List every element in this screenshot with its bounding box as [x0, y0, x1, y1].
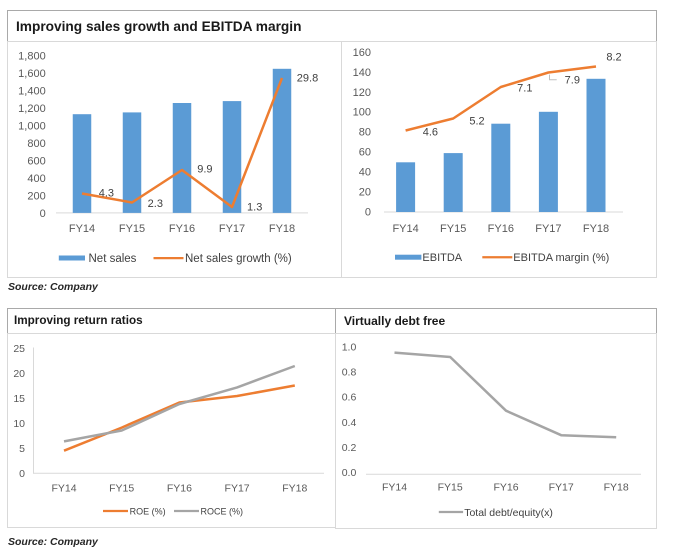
svg-text:FY17: FY17 — [219, 223, 245, 235]
svg-text:1,400: 1,400 — [18, 85, 46, 97]
svg-text:1.0: 1.0 — [342, 341, 357, 353]
svg-text:600: 600 — [27, 155, 45, 167]
svg-text:4.6: 4.6 — [423, 127, 438, 139]
svg-text:7.1: 7.1 — [517, 82, 532, 94]
svg-text:FY16: FY16 — [493, 482, 518, 494]
svg-text:FY14: FY14 — [392, 223, 418, 235]
svg-text:1,000: 1,000 — [18, 120, 46, 132]
svg-text:FY15: FY15 — [438, 482, 463, 494]
svg-text:1,600: 1,600 — [18, 68, 46, 80]
svg-text:Net sales growth (%): Net sales growth (%) — [185, 253, 292, 265]
svg-text:0.6: 0.6 — [342, 392, 357, 404]
svg-text:10: 10 — [13, 418, 25, 430]
svg-text:400: 400 — [27, 173, 45, 185]
svg-text:FY18: FY18 — [269, 223, 295, 235]
svg-text:8.2: 8.2 — [606, 52, 621, 64]
svg-text:Total debt/equity(x): Total debt/equity(x) — [464, 507, 553, 519]
svg-text:800: 800 — [27, 138, 45, 150]
svg-text:5: 5 — [19, 443, 25, 455]
svg-text:15: 15 — [13, 393, 25, 405]
svg-text:140: 140 — [353, 67, 371, 79]
svg-text:0: 0 — [19, 468, 25, 480]
svg-text:0.8: 0.8 — [342, 367, 357, 379]
svg-text:FY17: FY17 — [535, 223, 561, 235]
svg-text:80: 80 — [359, 127, 371, 139]
svg-text:FY15: FY15 — [119, 223, 145, 235]
svg-text:FY15: FY15 — [109, 482, 134, 494]
svg-text:5.2: 5.2 — [469, 116, 484, 128]
svg-text:FY16: FY16 — [488, 223, 514, 235]
svg-text:2.3: 2.3 — [148, 198, 163, 210]
svg-text:160: 160 — [353, 47, 371, 59]
svg-text:20: 20 — [13, 368, 25, 380]
svg-text:FY15: FY15 — [440, 223, 466, 235]
svg-text:60: 60 — [359, 147, 371, 159]
svg-text:Net sales: Net sales — [89, 253, 137, 265]
svg-text:20: 20 — [359, 187, 371, 199]
svg-text:EBITDA: EBITDA — [422, 252, 462, 264]
svg-text:7.9: 7.9 — [565, 74, 580, 86]
svg-text:FY17: FY17 — [549, 482, 574, 494]
svg-text:FY16: FY16 — [167, 482, 192, 494]
svg-text:29.8: 29.8 — [297, 73, 318, 85]
svg-text:FY14: FY14 — [51, 482, 76, 494]
svg-text:FY18: FY18 — [604, 482, 629, 494]
svg-text:0.0: 0.0 — [342, 467, 357, 479]
svg-text:0.4: 0.4 — [342, 417, 357, 429]
svg-text:200: 200 — [27, 190, 45, 202]
svg-text:FY14: FY14 — [69, 223, 95, 235]
svg-text:4.3: 4.3 — [99, 188, 114, 200]
svg-text:1,200: 1,200 — [18, 103, 46, 115]
svg-text:FY17: FY17 — [225, 482, 250, 494]
svg-text:25: 25 — [13, 343, 25, 355]
svg-text:ROCE (%): ROCE (%) — [201, 506, 244, 516]
svg-text:EBITDA margin (%): EBITDA margin (%) — [513, 252, 609, 264]
svg-text:0.2: 0.2 — [342, 442, 357, 454]
svg-text:1.3: 1.3 — [247, 202, 262, 214]
svg-text:100: 100 — [353, 107, 371, 119]
svg-text:120: 120 — [353, 87, 371, 99]
svg-text:0: 0 — [365, 206, 371, 218]
svg-text:FY18: FY18 — [583, 223, 609, 235]
svg-text:9.9: 9.9 — [197, 163, 212, 175]
svg-text:0: 0 — [40, 208, 46, 220]
svg-text:FY18: FY18 — [282, 482, 307, 494]
svg-text:FY14: FY14 — [382, 482, 407, 494]
svg-text:1,800: 1,800 — [18, 50, 46, 62]
svg-text:40: 40 — [359, 167, 371, 179]
svg-text:ROE (%): ROE (%) — [130, 506, 166, 516]
svg-text:FY16: FY16 — [169, 223, 195, 235]
